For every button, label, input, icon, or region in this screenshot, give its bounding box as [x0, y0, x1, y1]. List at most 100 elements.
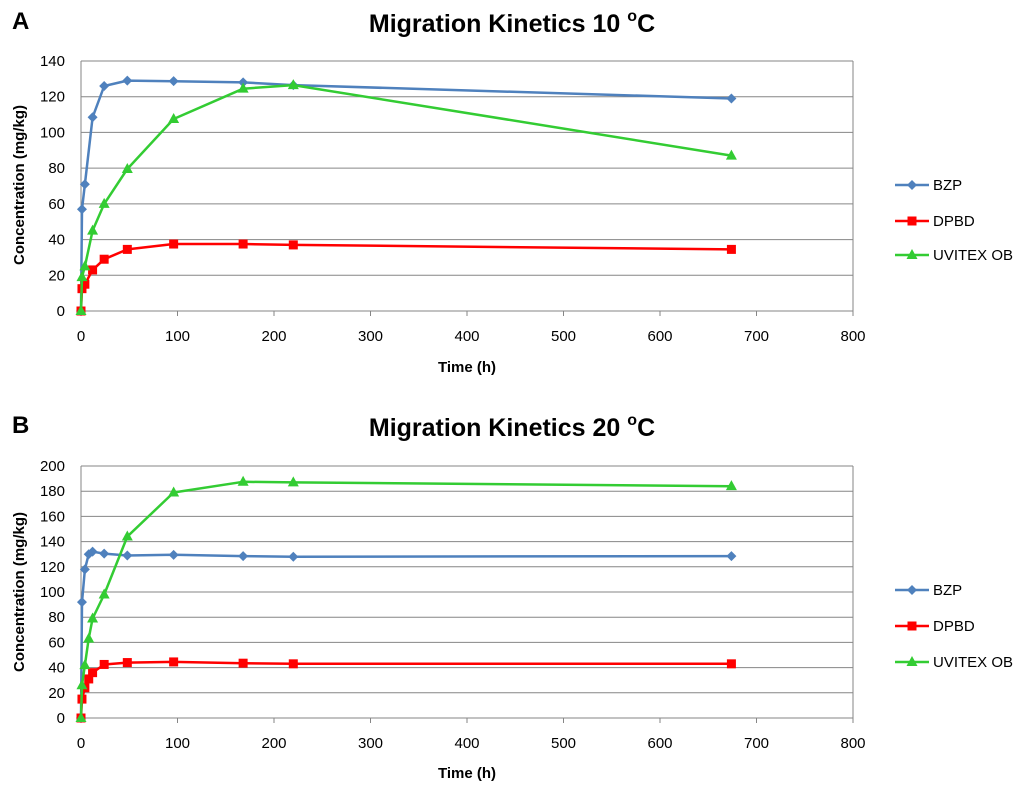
data-point-dpbd — [122, 244, 132, 254]
data-point-bzp — [122, 75, 133, 86]
chart-title-b-sup: o — [627, 412, 637, 429]
chart-title-b-text: Migration Kinetics 20 — [369, 414, 620, 442]
data-point-bzp — [87, 546, 98, 557]
chart-title-a-text: Migration Kinetics 10 — [369, 10, 620, 38]
data-point-dpbd — [122, 658, 132, 668]
data-point-bzp — [168, 76, 179, 87]
x-tick-label: 400 — [454, 735, 479, 752]
y-tick-label: 40 — [48, 232, 65, 249]
x-tick-label: 300 — [358, 328, 383, 345]
panel-label-b: B — [12, 412, 29, 439]
y-tick-label: 0 — [57, 303, 65, 320]
series-line-uvitex-ob — [79, 83, 732, 312]
data-point-dpbd — [84, 674, 94, 684]
data-point-uvitex-ob — [168, 113, 180, 124]
series-line-dpbd — [79, 660, 732, 719]
data-point-uvitex-ob — [287, 79, 299, 90]
data-point-dpbd — [726, 244, 736, 254]
data-point-bzp — [87, 112, 98, 123]
y-tick-label: 180 — [40, 483, 65, 500]
legend-label-uvitex-ob: UVITEX OB — [933, 654, 1013, 671]
data-point-dpbd — [88, 668, 98, 678]
data-point-dpbd — [88, 265, 98, 275]
data-point-dpbd — [238, 658, 248, 668]
chart-panel-b: B Migration Kinetics 20 oC 0 100 200 300 400… — [11, 412, 1013, 782]
chart-panel-a: A Migration Kinetics 10 oC 0 100 200 300 400… — [11, 8, 1013, 376]
x-tick-label: 700 — [744, 328, 769, 345]
data-point-uvitex-ob — [79, 659, 91, 670]
legend-marker-bzp — [907, 180, 917, 190]
x-tick-label: 0 — [77, 735, 85, 752]
legend-marker-dpbd — [907, 621, 917, 631]
x-tick-label: 200 — [261, 735, 286, 752]
series-a — [75, 75, 737, 316]
x-tick-label: 200 — [261, 328, 286, 345]
data-point-uvitex-ob — [76, 679, 88, 690]
x-tick-label: 600 — [647, 328, 672, 345]
x-tick-label: 500 — [551, 328, 576, 345]
x-tick-labels-b: 0 100 200 300 400 500 600 700 800 — [77, 735, 866, 752]
x-tick-label: 400 — [454, 328, 479, 345]
series-line-uvitex-ob — [79, 480, 732, 719]
data-point-uvitex-ob — [121, 530, 133, 541]
data-point-uvitex-ob — [237, 475, 249, 486]
data-point-bzp — [168, 549, 179, 560]
data-point-bzp — [726, 93, 737, 104]
data-point-dpbd — [80, 279, 90, 289]
data-point-bzp — [122, 550, 133, 561]
data-point-dpbd — [288, 659, 298, 669]
data-point-dpbd — [288, 240, 298, 250]
data-point-bzp — [76, 597, 87, 608]
chart-title-b: Migration Kinetics 20 oC — [369, 412, 655, 442]
data-point-uvitex-ob — [725, 480, 737, 491]
y-tick-label: 0 — [57, 710, 65, 727]
x-axis-label-a: Time (h) — [438, 359, 496, 376]
y-tick-labels-b: 0 20 40 60 80 100 120 140 160 180 200 — [40, 458, 65, 727]
x-tick-label: 0 — [77, 328, 85, 345]
data-point-uvitex-ob — [76, 271, 88, 282]
y-tick-label: 80 — [48, 160, 65, 177]
data-point-dpbd — [99, 254, 109, 264]
data-point-uvitex-ob — [79, 260, 91, 271]
y-tick-labels-a: 0 20 40 60 80 100 120 140 — [40, 53, 65, 320]
y-axis-label-a: Concentration (mg/kg) — [11, 105, 28, 265]
data-point-uvitex-ob — [83, 632, 95, 643]
y-tick-label: 100 — [40, 124, 65, 141]
data-point-bzp — [99, 81, 110, 91]
y-tick-label: 100 — [40, 584, 65, 601]
legend-label-uvitex-ob: UVITEX OB — [933, 247, 1013, 264]
legend-b: BZP DPBD UVITEX OB — [895, 582, 1013, 671]
legend-label-dpbd: DPBD — [933, 213, 975, 230]
data-point-dpbd — [99, 659, 109, 669]
y-tick-label: 140 — [40, 534, 65, 551]
legend-marker-uvitex-ob — [906, 656, 918, 666]
y-tick-label: 40 — [48, 660, 65, 677]
y-axis-label-b: Concentration (mg/kg) — [11, 512, 28, 672]
data-point-bzp — [76, 204, 87, 215]
x-tick-label: 500 — [551, 735, 576, 752]
data-point-bzp — [79, 564, 90, 575]
gridlines-a — [80, 60, 854, 316]
chart-title-a: Migration Kinetics 10 oC — [369, 8, 655, 38]
data-point-uvitex-ob — [98, 197, 110, 208]
data-point-bzp — [99, 548, 110, 559]
legend-a: BZP DPBD UVITEX OB — [895, 177, 1013, 264]
y-tick-label: 200 — [40, 458, 65, 475]
x-tick-label: 800 — [840, 328, 865, 345]
data-point-uvitex-ob — [75, 712, 87, 722]
data-point-bzp — [238, 77, 249, 88]
chart-title-a-sup: o — [627, 8, 637, 25]
series-line-bzp — [79, 79, 732, 312]
x-tick-label: 100 — [165, 735, 190, 752]
data-point-bzp — [726, 551, 737, 562]
data-point-dpbd — [726, 659, 736, 669]
x-tick-label: 700 — [744, 735, 769, 752]
data-point-bzp — [79, 179, 90, 190]
x-tick-label: 600 — [647, 735, 672, 752]
data-point-uvitex-ob — [121, 163, 133, 174]
gridlines-b — [80, 465, 854, 723]
x-tick-label: 800 — [840, 735, 865, 752]
legend-label-dpbd: DPBD — [933, 618, 975, 635]
data-point-dpbd — [169, 239, 179, 249]
y-tick-label: 120 — [40, 559, 65, 576]
